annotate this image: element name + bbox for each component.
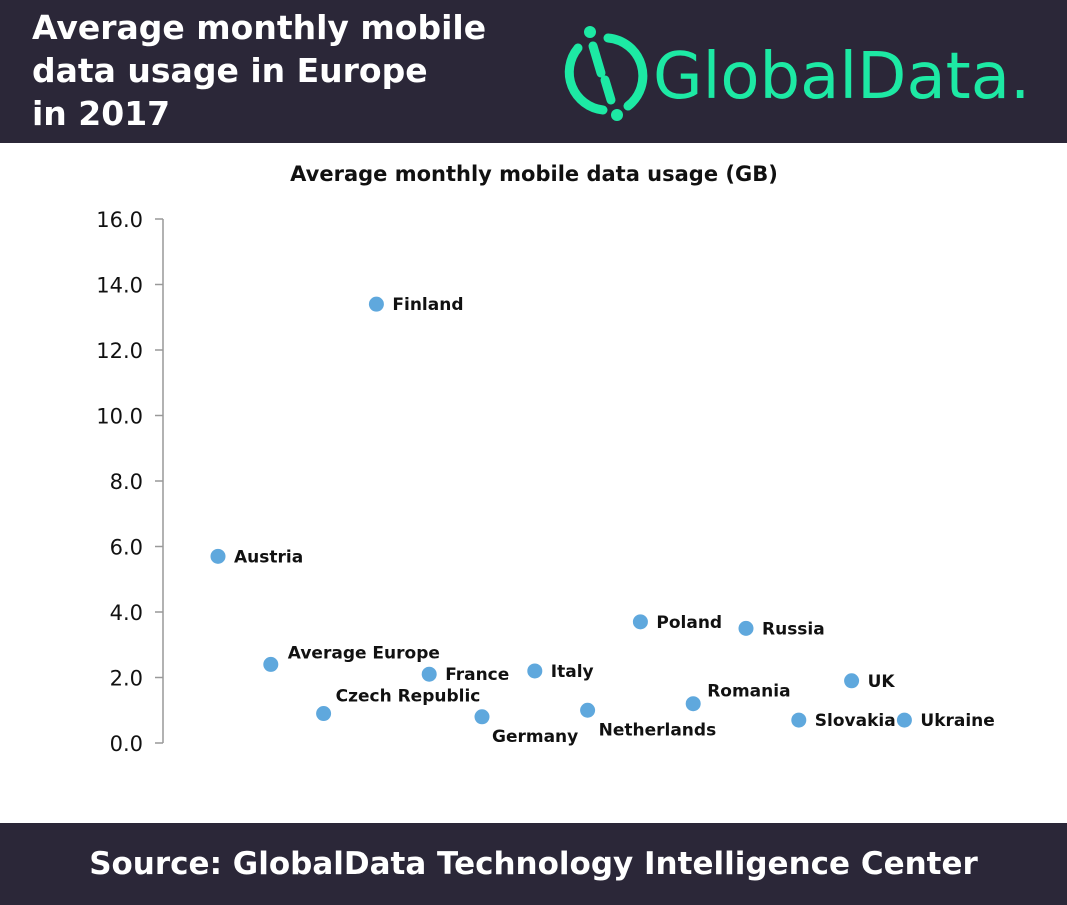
y-tick-label: 4.0 [110,601,143,625]
y-tick-label: 6.0 [110,536,143,560]
data-point [474,709,490,725]
data-point [844,673,860,689]
data-label: Poland [656,613,722,633]
data-label: Austria [234,547,303,567]
data-label: Finland [392,295,463,315]
data-label: Netherlands [599,720,717,740]
title-line: in 2017 [32,94,171,133]
data-label: Czech Republic [336,687,481,707]
y-tick-label: 16.0 [96,208,143,232]
data-label: UK [868,672,896,692]
page-title: Average monthly mobile data usage in Eur… [32,6,532,135]
data-point [263,656,279,672]
title-line: Average monthly mobile [32,8,487,47]
data-point [421,666,437,682]
data-point [527,663,543,679]
data-label: Russia [762,619,825,639]
data-label: Slovakia [815,711,896,731]
data-point [580,702,596,718]
data-point [210,548,226,564]
y-tick-label: 8.0 [110,470,143,494]
data-label: Romania [707,682,790,702]
data-label: Ukraine [920,711,994,731]
data-point [368,296,384,312]
y-tick-label: 2.0 [110,667,143,691]
y-tick-label: 10.0 [96,405,143,429]
y-axis: 0.0 2.0 4.0 6.0 8.0 10.0 12.0 14.0 16.0 [96,208,164,756]
y-tick-label: 14.0 [96,274,143,298]
data-point [632,614,648,630]
data-point [738,620,754,636]
data-label: Italy [551,662,594,682]
data-point [685,696,701,712]
y-tick-label: 0.0 [110,732,143,756]
data-point [896,712,912,728]
title-line: data usage in Europe [32,51,428,90]
data-points: Austria Average Europe Czech Republic Finla… [210,295,995,747]
y-tick-label: 12.0 [96,339,143,363]
chart-title: Average monthly mobile data usage (GB) [290,162,778,186]
data-label: Average Europe [288,643,440,663]
data-label: Germany [492,727,578,747]
data-point [791,712,807,728]
globaldata-logo: GlobalData. [564,26,1030,121]
scatter-chart: Average monthly mobile data usage (GB) 0… [96,162,995,756]
logo-text: GlobalData. [653,40,1030,114]
header-banner: Average monthly mobile data usage in Eur… [0,0,1067,143]
data-label: France [445,665,509,685]
data-point [316,706,332,722]
source-footer: Source: GlobalData Technology Intelligen… [0,823,1067,905]
